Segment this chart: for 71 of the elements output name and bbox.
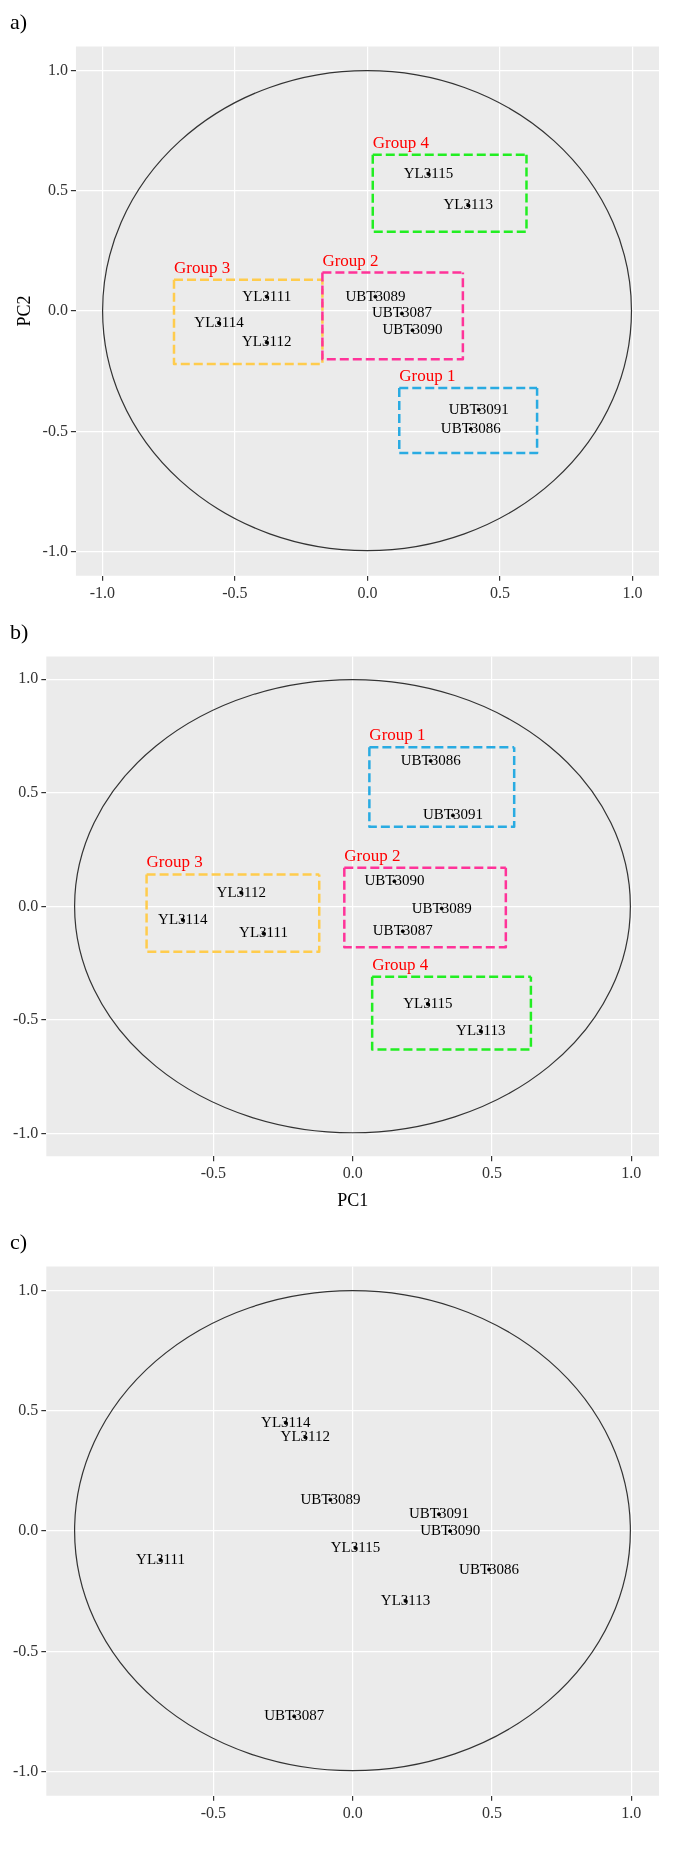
data-label: UBT3090 <box>420 1522 481 1539</box>
x-tick-label: 0.0 <box>342 1803 363 1821</box>
data-label: UBT3089 <box>300 1490 361 1507</box>
y-tick-label: -1.0 <box>42 541 68 559</box>
data-label: UBT3087 <box>372 922 434 939</box>
chart-title: a) <box>10 8 28 34</box>
data-label: YL3112 <box>242 333 292 350</box>
chart-title: b) <box>10 618 29 644</box>
series-label: Group 1 <box>399 366 456 386</box>
series-label: Group 4 <box>372 132 430 152</box>
series-label: Group 4 <box>372 954 429 974</box>
data-label: UBT3090 <box>364 872 425 889</box>
data-label: UBT3087 <box>371 304 433 321</box>
y-tick-label: 0.0 <box>18 1521 39 1539</box>
series-label: Group 3 <box>173 257 231 277</box>
series-label: Group 3 <box>146 852 203 872</box>
data-label: UBT3091 <box>422 806 483 823</box>
data-label: YL3111 <box>242 287 292 304</box>
y-tick-label: 1.0 <box>18 1280 39 1298</box>
data-label: UBT3086 <box>459 1560 520 1577</box>
data-label: YL3112 <box>280 1428 331 1445</box>
data-label: UBT3091 <box>448 400 509 417</box>
x-tick-label: -0.5 <box>200 1164 227 1181</box>
data-label: YL3115 <box>403 164 454 181</box>
chart-title: c) <box>10 1228 28 1254</box>
x-tick-label: 0.0 <box>357 583 378 601</box>
y-tick-label: 0.0 <box>18 896 39 914</box>
series-label: Group 2 <box>344 845 401 865</box>
data-label: YL3115 <box>403 994 453 1011</box>
data-label: UBT3089 <box>345 287 406 304</box>
y-tick-label: 0.0 <box>47 301 68 319</box>
y-tick-label: -0.5 <box>13 1641 39 1659</box>
data-label: YL3112 <box>216 883 266 900</box>
data-label: YL3114 <box>158 910 208 927</box>
data-label: UBT3090 <box>382 321 443 338</box>
y-tick-label: -1.0 <box>13 1123 39 1141</box>
x-tick-label: -1.0 <box>89 583 116 601</box>
x-tick-label: 1.0 <box>622 583 643 601</box>
x-tick-label: 0.5 <box>481 1164 502 1181</box>
y-tick-label: -0.5 <box>42 421 68 439</box>
y-tick-label: 1.0 <box>47 60 68 78</box>
data-label: UBT3087 <box>264 1707 325 1724</box>
data-label: YL3114 <box>194 314 245 331</box>
data-label: UBT3086 <box>440 419 502 436</box>
data-label: UBT3089 <box>411 899 472 916</box>
data-label: YL3113 <box>443 196 493 213</box>
x-tick-label: -0.5 <box>222 583 248 601</box>
x-tick-label: 1.0 <box>621 1164 642 1181</box>
data-label: YL3111 <box>136 1550 185 1567</box>
data-label: YL3113 <box>456 1022 506 1039</box>
data-label: YL3111 <box>239 924 288 941</box>
y-tick-label: -0.5 <box>13 1010 39 1028</box>
x-tick-label: 0.0 <box>342 1164 363 1181</box>
y-tick-label: 1.0 <box>18 669 39 687</box>
y-tick-label: -1.0 <box>13 1761 39 1779</box>
data-label: YL3115 <box>330 1538 381 1555</box>
series-label: Group 2 <box>322 250 379 270</box>
x-tick-label: -0.5 <box>200 1803 227 1821</box>
data-label: UBT3091 <box>409 1505 469 1522</box>
y-tick-label: 0.5 <box>18 1400 39 1418</box>
x-tick-label: 0.5 <box>489 583 510 601</box>
y-axis-title: PC2 <box>13 295 34 327</box>
x-tick-label: 0.5 <box>481 1803 502 1821</box>
x-tick-label: 1.0 <box>621 1803 642 1821</box>
data-label: YL3114 <box>261 1413 312 1430</box>
series-label: Group 1 <box>369 725 426 745</box>
y-tick-label: 0.5 <box>18 782 39 800</box>
y-tick-label: 0.5 <box>47 180 68 198</box>
x-axis-title: PC1 <box>337 1189 369 1210</box>
data-label: UBT3086 <box>400 751 462 768</box>
data-label: YL3113 <box>380 1591 431 1608</box>
